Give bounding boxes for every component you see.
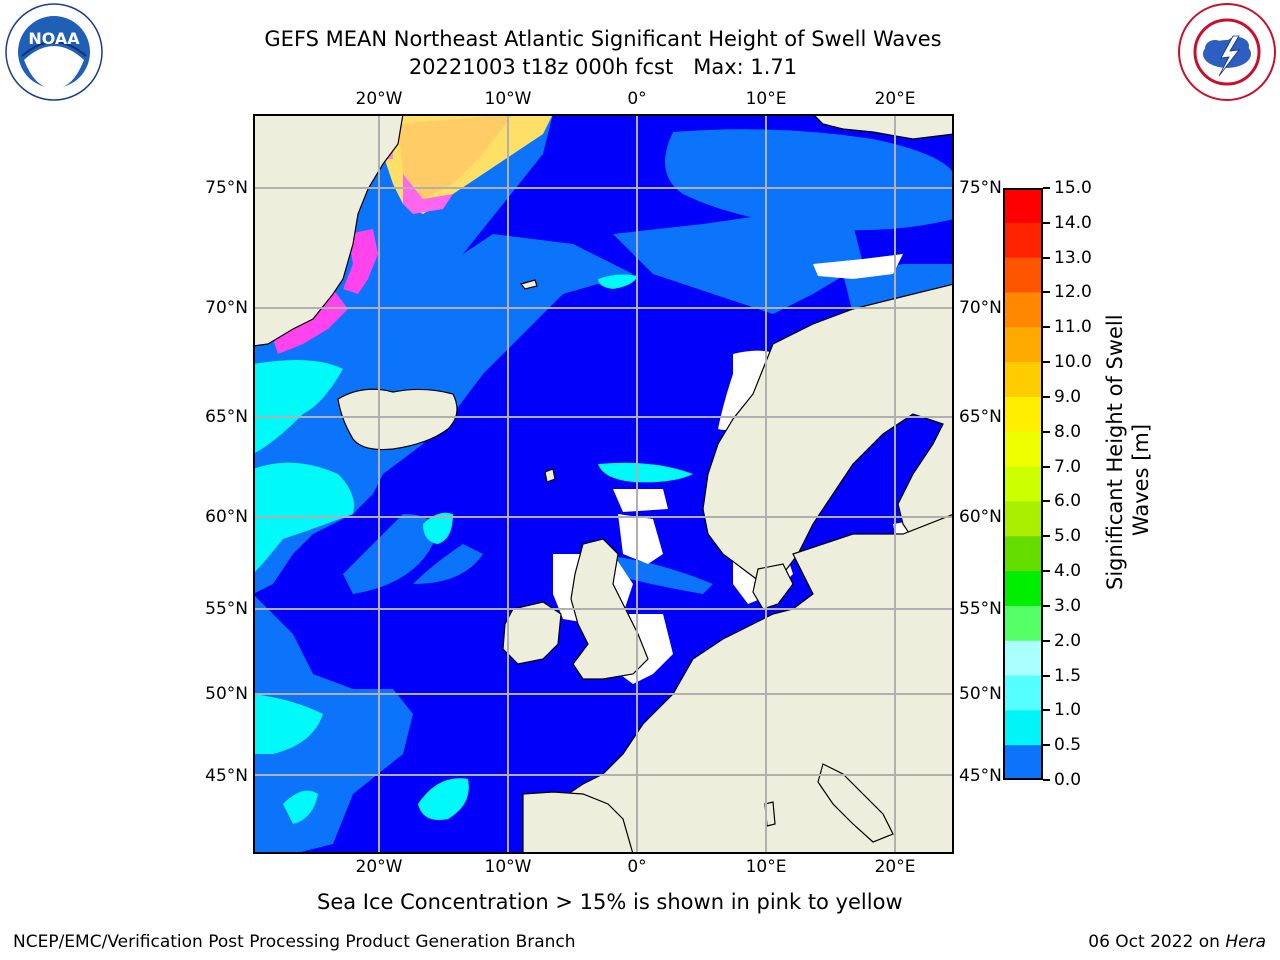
colorbar-tick-label: 2.0	[1054, 630, 1082, 651]
lon-label-top-5: 20°E	[874, 89, 916, 109]
colorbar-tick-label: 10.0	[1054, 352, 1092, 373]
colorbar-tick-label: 3.0	[1054, 595, 1082, 616]
lat-label-left-3: 65°N	[205, 407, 248, 427]
colorbar-swatch	[1003, 605, 1043, 642]
noaa-logo: NOAA	[2, 2, 106, 102]
colorbar-tick	[1043, 465, 1050, 468]
colorbar	[1003, 188, 1043, 780]
colorbar-swatch	[1003, 327, 1043, 363]
colorbar-tick-label: 7.0	[1054, 456, 1082, 477]
colorbar-tick-label: 0.0	[1054, 770, 1082, 790]
lat-label-left-2: 70°N	[205, 298, 248, 318]
lat-label-left-7: 45°N	[205, 766, 248, 786]
colorbar-tick-label: 0.5	[1054, 735, 1082, 756]
colorbar-swatch	[1003, 292, 1043, 328]
lon-label-top-2: 10°W	[484, 89, 532, 109]
colorbar-tick-label: 14.0	[1054, 212, 1092, 233]
lat-label-left-1: 75°N	[205, 178, 248, 198]
colorbar-swatch	[1003, 675, 1043, 711]
colorbar-tick	[1043, 535, 1050, 538]
colorbar-tick-label: 4.0	[1054, 561, 1082, 582]
colorbar-tick	[1043, 256, 1050, 259]
lat-label-right-6: 50°N	[959, 684, 1002, 704]
colorbar-swatch	[1003, 466, 1043, 503]
lon-label-bottom-3: 0°	[627, 857, 647, 877]
colorbar-tick	[1043, 639, 1050, 642]
svg-text:NOAA: NOAA	[28, 29, 80, 48]
lon-label-top-1: 20°W	[355, 89, 403, 109]
colorbar-tick-label: 12.0	[1054, 282, 1092, 303]
colorbar-swatches	[1003, 188, 1043, 780]
colorbar-tick	[1043, 500, 1050, 503]
lon-label-top-4: 10°E	[745, 89, 787, 109]
colorbar-title-line1: Significant Height of Swell	[1103, 314, 1127, 590]
colorbar-swatch	[1003, 536, 1043, 572]
colorbar-swatch	[1003, 745, 1043, 780]
colorbar-tick	[1043, 430, 1050, 433]
colorbar-tick	[1043, 744, 1050, 747]
colorbar-tick	[1043, 187, 1050, 189]
colorbar-tick-label: 13.0	[1054, 247, 1092, 268]
colorbar-tick-label: 15.0	[1054, 178, 1092, 198]
colorbar-swatch	[1003, 710, 1043, 746]
lat-label-left-4: 60°N	[205, 507, 248, 527]
colorbar-tick-label: 5.0	[1054, 526, 1082, 547]
lat-label-right-3: 65°N	[959, 407, 1002, 427]
map-frame	[253, 114, 954, 854]
colorbar-tick-label: 11.0	[1054, 317, 1092, 338]
lat-label-right-2: 70°N	[959, 298, 1002, 318]
colorbar-tick	[1043, 570, 1050, 573]
lon-label-bottom-4: 10°E	[745, 857, 787, 877]
colorbar-tick-label: 8.0	[1054, 421, 1082, 442]
lon-label-bottom-5: 20°E	[874, 857, 916, 877]
lon-label-bottom-1: 20°W	[355, 857, 403, 877]
colorbar-swatch	[1003, 257, 1043, 294]
nws-logo	[1175, 2, 1279, 102]
map-panel	[253, 114, 954, 854]
lat-label-right-7: 45°N	[959, 766, 1002, 786]
colorbar-tick	[1043, 709, 1050, 712]
colorbar-tick	[1043, 326, 1050, 329]
lat-label-left-6: 50°N	[205, 684, 248, 704]
colorbar-swatch	[1003, 501, 1043, 537]
colorbar-tick	[1043, 221, 1050, 224]
lat-label-left-5: 55°N	[205, 599, 248, 619]
colorbar-tick	[1043, 291, 1050, 294]
colorbar-swatch	[1003, 222, 1043, 259]
lat-label-right-5: 55°N	[959, 599, 1002, 619]
lat-label-right-1: 75°N	[959, 178, 1002, 198]
colorbar-title-wrap: Significant Height of Swell Waves [m]	[1018, 314, 1238, 590]
lat-label-right-4: 60°N	[959, 507, 1002, 527]
land-masses	[253, 114, 954, 854]
footer-right: 06 Oct 2022 on Hera	[1088, 932, 1266, 952]
swell-band-1.0-1.5	[253, 274, 693, 824]
colorbar-tick-label: 6.0	[1054, 491, 1082, 512]
colorbar-swatch	[1003, 396, 1043, 433]
colorbar-tick	[1043, 674, 1050, 677]
chart-title: GEFS MEAN Northeast Atlantic Significant…	[264, 27, 942, 51]
colorbar-swatch	[1003, 362, 1043, 398]
graticule	[253, 114, 954, 854]
colorbar-frame	[1003, 188, 1043, 780]
lon-label-top-3: 0°	[627, 89, 647, 109]
colorbar-tick	[1043, 779, 1050, 781]
colorbar-swatch	[1003, 188, 1043, 224]
colorbar-tick	[1043, 395, 1050, 398]
footer-left: NCEP/EMC/Verification Post Processing Pr…	[13, 932, 576, 952]
colorbar-tick	[1043, 604, 1050, 607]
colorbar-swatch	[1003, 431, 1043, 468]
colorbar-tick-label: 9.0	[1054, 386, 1082, 407]
footer-machine: Hera	[1225, 932, 1266, 952]
colorbar-tick-label: 1.5	[1054, 665, 1082, 686]
sea-ice-note: Sea Ice Concentration > 15% is shown in …	[317, 890, 903, 914]
lon-label-bottom-2: 10°W	[484, 857, 532, 877]
colorbar-swatch	[1003, 571, 1043, 607]
colorbar-title-line2: Waves [m]	[1129, 423, 1153, 537]
colorbar-tick-label: 1.0	[1054, 700, 1082, 721]
footer-date: 06 Oct 2022 on	[1088, 932, 1226, 952]
colorbar-tick	[1043, 361, 1050, 364]
chart-subtitle: 20221003 t18z 000h fcst Max: 1.71	[408, 55, 798, 79]
colorbar-swatch	[1003, 640, 1043, 677]
